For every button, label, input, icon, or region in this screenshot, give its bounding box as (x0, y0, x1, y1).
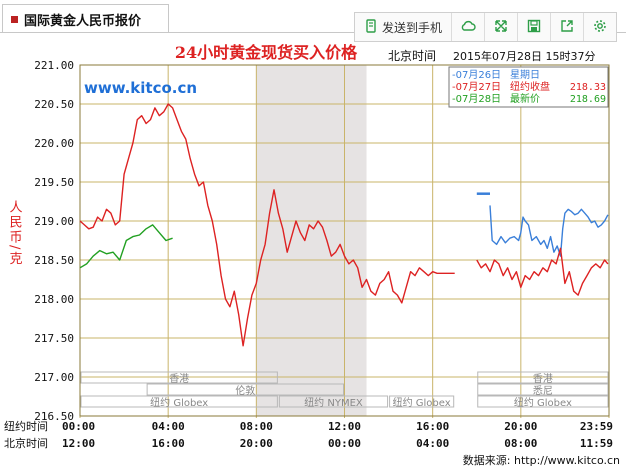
x-tick-label: 11:59 (580, 437, 613, 450)
share-button[interactable] (551, 13, 584, 41)
footer-source: 数据来源: http://www.kitco.cn (463, 453, 620, 467)
y-axis-label: 人民币/克 (7, 200, 23, 266)
save-button[interactable] (518, 13, 551, 41)
cloud-icon (460, 19, 476, 36)
gold-price-chart: 香港 伦敦 纽约 Globex 纽约 NYMEX 纽约 Globex 香港 悉尼 纽约 Glo… (0, 40, 626, 469)
expand-button[interactable] (485, 13, 518, 41)
series-line (79, 103, 455, 347)
x-tick-label: 16:00 (152, 437, 185, 450)
legend-date: -07月26日 (452, 69, 501, 81)
x-tick-label: 04:00 (416, 437, 449, 450)
send-to-phone-label: 发送到手机 (381, 20, 442, 35)
market-session-bar (477, 383, 609, 396)
market-session-label: 悉尼 (533, 385, 553, 397)
series-line (489, 205, 609, 257)
y-tick-label: 220.50 (34, 98, 74, 111)
market-session-label: 纽约 Globex (514, 396, 572, 409)
legend-extra: 纽约收盘 (510, 80, 550, 93)
market-session-bar (477, 371, 609, 384)
market-session-label: 纽约 Globex (393, 396, 451, 409)
market-session-bar (80, 395, 278, 408)
market-session-bar (146, 383, 344, 396)
x-tick-label: 12:00 (328, 420, 361, 433)
market-session-bar (278, 395, 389, 408)
x-tick-label: 20:00 (240, 437, 273, 450)
legend: -07月26日 星期日 -07月27日 纽约收盘 218.33 -07月28日 最新价 218… (448, 66, 609, 108)
legend-value: 218.33 (570, 82, 606, 93)
legend-extra: 最新价 (510, 92, 540, 105)
series-line (476, 247, 609, 296)
expand-icon (494, 19, 508, 36)
x-tick-label: 08:00 (504, 437, 537, 450)
settings-button[interactable] (584, 13, 616, 41)
chart-timestamp: 2015年07月28日 15时37分 (453, 49, 595, 63)
market-session-label: 香港 (169, 373, 189, 385)
trading-session-shade (256, 65, 367, 416)
top-bar: 国际黄金人民币报价 发送到手机 (0, 0, 626, 42)
settings-icon (593, 19, 607, 36)
share-icon (560, 19, 574, 36)
tab-label: 国际黄金人民币报价 (24, 13, 142, 29)
legend-extra: 星期日 (510, 69, 540, 81)
legend-value: 218.69 (570, 94, 606, 105)
toolbar: 发送到手机 (354, 12, 617, 42)
x-tick-label: 00:00 (62, 420, 95, 433)
y-tick-label: 219.50 (34, 176, 74, 189)
market-session-label: 纽约 Globex (150, 396, 208, 409)
chart-title: 24小时黄金现货买入价格 (175, 43, 358, 62)
plot-border (79, 64, 610, 417)
x-tick-label: 00:00 (328, 437, 361, 450)
market-session-bar (389, 395, 455, 408)
cloud-button[interactable] (452, 13, 485, 41)
market-session-bar (477, 395, 609, 408)
watermark: www.kitco.cn (84, 79, 197, 97)
y-tick-label: 220.00 (34, 137, 74, 150)
legend-date: -07月27日 (452, 81, 501, 93)
legend-date: -07月28日 (452, 93, 501, 105)
x-row-label: 纽约时间 (4, 419, 48, 433)
send-phone-icon (364, 18, 378, 36)
market-session-label: 香港 (533, 373, 553, 385)
y-tick-label: 216.50 (34, 410, 74, 423)
x-tick-label: 23:59 (580, 420, 613, 433)
x-tick-label: 12:00 (62, 437, 95, 450)
market-session-label: 纽约 NYMEX (304, 396, 363, 409)
legend-box (448, 66, 609, 108)
x-row-label: 北京时间 (4, 436, 48, 450)
x-tick-label: 04:00 (152, 420, 185, 433)
y-tick-label: 219.00 (34, 215, 74, 228)
y-tick-label: 218.00 (34, 293, 74, 306)
x-tick-label: 08:00 (240, 420, 273, 433)
time-label: 北京时间 (388, 49, 436, 63)
send-to-phone-button[interactable]: 发送到手机 (355, 13, 452, 41)
tab-marker (11, 15, 18, 23)
y-tick-label: 218.50 (34, 254, 74, 267)
tab-underline (0, 32, 626, 33)
y-tick-label: 217.00 (34, 371, 74, 384)
x-tick-label: 20:00 (504, 420, 537, 433)
series-line (79, 224, 173, 269)
market-session-bar (80, 371, 278, 384)
x-tick-label: 16:00 (416, 420, 449, 433)
y-tick-label: 221.00 (34, 59, 74, 72)
market-session-label: 伦敦 (235, 384, 255, 397)
y-tick-label: 217.50 (34, 332, 74, 345)
save-icon (527, 19, 541, 36)
tab-gold-rmb-price[interactable]: 国际黄金人民币报价 (2, 4, 169, 33)
